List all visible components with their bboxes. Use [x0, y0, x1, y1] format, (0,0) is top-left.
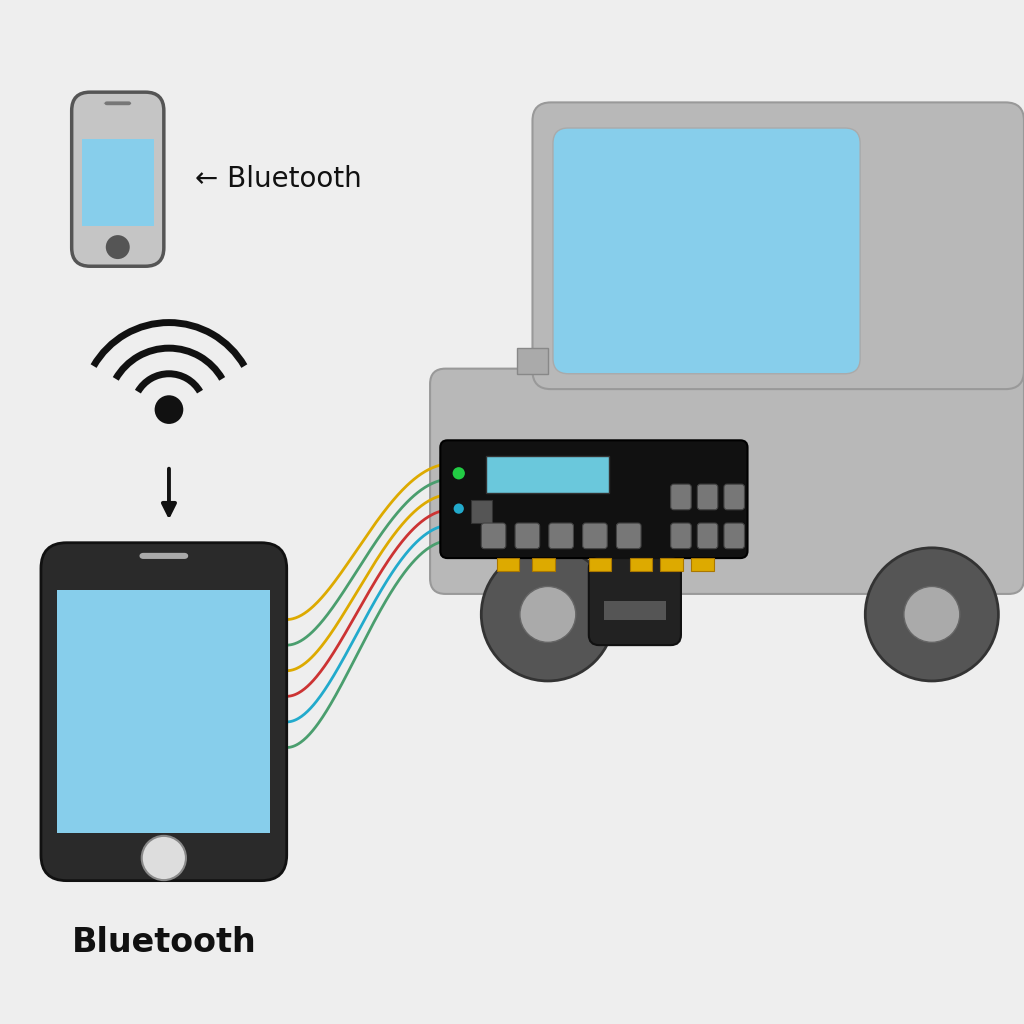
FancyBboxPatch shape: [532, 102, 1024, 389]
FancyBboxPatch shape: [671, 484, 691, 510]
Bar: [532, 558, 555, 571]
FancyBboxPatch shape: [440, 440, 748, 558]
Circle shape: [865, 548, 998, 681]
FancyBboxPatch shape: [583, 523, 607, 549]
FancyBboxPatch shape: [515, 523, 540, 549]
FancyBboxPatch shape: [589, 558, 681, 645]
Bar: [497, 558, 519, 571]
FancyBboxPatch shape: [616, 523, 641, 549]
FancyBboxPatch shape: [104, 101, 131, 105]
Bar: [471, 500, 492, 522]
Circle shape: [904, 587, 959, 642]
Circle shape: [141, 836, 186, 880]
Bar: [82, 139, 154, 226]
Circle shape: [481, 548, 614, 681]
Bar: [517, 348, 548, 374]
FancyBboxPatch shape: [553, 128, 860, 374]
Bar: [660, 558, 683, 571]
FancyBboxPatch shape: [72, 92, 164, 266]
Bar: [486, 456, 609, 494]
Bar: [604, 601, 666, 620]
FancyBboxPatch shape: [724, 484, 744, 510]
FancyBboxPatch shape: [549, 523, 573, 549]
Circle shape: [105, 236, 130, 259]
Circle shape: [454, 504, 464, 514]
Bar: [691, 558, 714, 571]
FancyBboxPatch shape: [481, 523, 506, 549]
Bar: [57, 590, 270, 834]
Text: Bluetooth: Bluetooth: [72, 926, 256, 958]
Circle shape: [453, 467, 465, 479]
FancyBboxPatch shape: [430, 369, 1024, 594]
Text: ← Bluetooth: ← Bluetooth: [195, 165, 361, 194]
Circle shape: [155, 395, 183, 424]
FancyBboxPatch shape: [671, 523, 691, 549]
FancyBboxPatch shape: [139, 553, 188, 559]
FancyBboxPatch shape: [724, 523, 744, 549]
FancyBboxPatch shape: [41, 543, 287, 881]
FancyBboxPatch shape: [697, 523, 718, 549]
Circle shape: [520, 587, 575, 642]
Bar: [589, 558, 611, 571]
FancyBboxPatch shape: [697, 484, 718, 510]
FancyBboxPatch shape: [440, 451, 502, 553]
Bar: [630, 558, 652, 571]
